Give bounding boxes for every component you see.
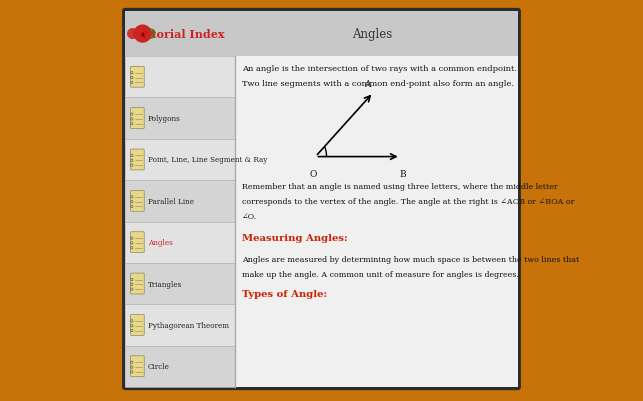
Bar [125,263,235,304]
FancyBboxPatch shape [131,108,144,129]
Circle shape [128,30,138,39]
Bar [125,57,235,98]
Text: Types of Angle:: Types of Angle: [242,290,327,298]
FancyBboxPatch shape [131,232,144,253]
Text: Angles: Angles [352,28,392,41]
Text: Remember that an angle is named using three letters, where the middle letter: Remember that an angle is named using th… [242,182,558,190]
FancyBboxPatch shape [131,67,144,88]
Text: Circle: Circle [148,363,170,371]
FancyBboxPatch shape [131,356,144,377]
Bar [125,98,235,140]
Text: A: A [364,79,370,88]
Text: Polygons: Polygons [148,115,181,123]
Bar [235,57,518,387]
Circle shape [145,30,155,39]
Text: ∠O.: ∠O. [242,213,257,221]
FancyBboxPatch shape [131,315,144,336]
FancyBboxPatch shape [131,273,144,294]
Bar [125,12,518,57]
Text: Point, Line, Line Segment & Ray: Point, Line, Line Segment & Ray [148,156,267,164]
FancyBboxPatch shape [131,150,144,170]
Text: Parallel Line: Parallel Line [148,197,194,205]
Circle shape [136,30,146,39]
Text: Angles: Angles [148,239,172,247]
FancyBboxPatch shape [122,9,521,390]
Text: Angles are measured by determining how much space is between the two lines that: Angles are measured by determining how m… [242,255,579,263]
Bar [125,346,235,387]
FancyBboxPatch shape [131,191,144,212]
Bar [125,222,235,263]
Text: Two line segments with a common end-point also form an angle.: Two line segments with a common end-poin… [242,80,514,88]
Bar [125,140,235,181]
Text: corresponds to the vertex of the angle. The angle at the right is ∠AOB or ∠BOA o: corresponds to the vertex of the angle. … [242,198,575,206]
Bar [125,181,235,222]
Text: Measuring Angles:: Measuring Angles: [242,233,348,242]
Bar [125,57,235,387]
Bar [125,304,235,346]
Text: B: B [400,169,406,178]
Text: make up the angle. A common unit of measure for angles is degrees.: make up the angle. A common unit of meas… [242,270,519,278]
Text: An angle is the intersection of two rays with a common endpoint.: An angle is the intersection of two rays… [242,65,518,73]
Text: Tutorial Index: Tutorial Index [136,29,224,40]
Text: O: O [310,169,317,178]
Text: ◀: ◀ [139,30,146,39]
Circle shape [134,26,151,43]
Text: Pythagorean Theorem: Pythagorean Theorem [148,321,229,329]
Text: Triangles: Triangles [148,280,182,288]
